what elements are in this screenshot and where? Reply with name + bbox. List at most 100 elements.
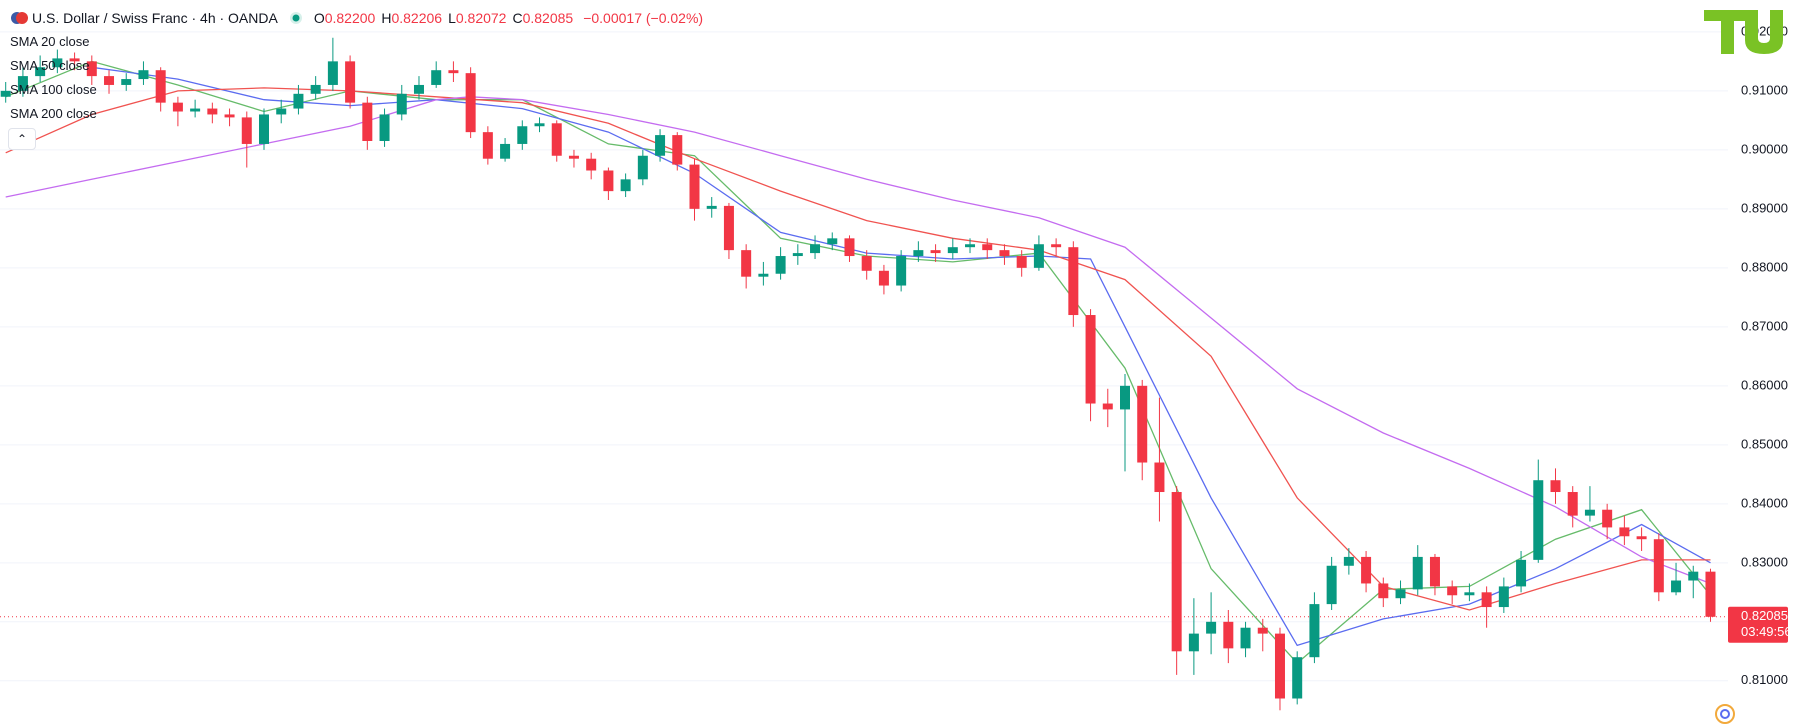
symbol-title: U.S. Dollar / Swiss Franc · 4h · OANDA [32, 10, 278, 26]
last-price-label: 0.82085 [1741, 608, 1788, 623]
status-dot [289, 12, 302, 24]
y-tick-label: 0.85000 [1741, 436, 1788, 451]
candle-body [1292, 657, 1303, 699]
logo-shape [1745, 10, 1783, 54]
ohlc-value: 0.82072 [455, 10, 507, 26]
candle-body [1206, 621, 1217, 634]
candle-body [1361, 556, 1372, 584]
y-tick-label: 0.84000 [1741, 495, 1788, 510]
candle-body [982, 244, 993, 251]
candle-body [138, 70, 149, 80]
sma-lines [5, 60, 1712, 665]
candle-body [345, 61, 356, 103]
candle-body [1188, 633, 1199, 652]
candle-body [1154, 462, 1165, 493]
candle-body [1447, 586, 1458, 596]
candle-body [1602, 509, 1613, 528]
candle-body [1653, 539, 1664, 593]
candle-body [723, 205, 734, 251]
candle-body [121, 79, 132, 85]
candle-body [1671, 580, 1682, 593]
candle-body [396, 93, 407, 115]
legend-label: SMA 20 close [10, 34, 90, 49]
candle-body [861, 256, 872, 271]
candle-body [827, 238, 838, 245]
candle-body [1378, 583, 1389, 599]
candle-body [1051, 244, 1062, 248]
y-tick-label: 0.90000 [1741, 141, 1788, 156]
legend-item: SMA 50 close [10, 58, 97, 82]
candle-body [379, 114, 390, 141]
ohlc-key: O [313, 10, 325, 26]
candle-body [448, 70, 459, 74]
candle-body [482, 132, 493, 159]
candle-body [637, 155, 648, 180]
candle-body [17, 76, 28, 91]
candle-body [1705, 571, 1716, 617]
candle-body [517, 126, 528, 144]
y-tick-label: 0.89000 [1741, 200, 1788, 215]
legend-label: SMA 50 close [10, 58, 90, 73]
candle-body [1550, 480, 1561, 493]
candle-body [207, 108, 218, 115]
collapse-button[interactable]: ⌃ [8, 128, 36, 150]
candle-body [792, 253, 803, 257]
grid [0, 31, 1728, 682]
candle-body [1619, 527, 1630, 537]
y-tick-label: 0.88000 [1741, 259, 1788, 274]
candle-body [259, 114, 269, 144]
candle-body [878, 270, 889, 286]
candle-body [1033, 244, 1044, 268]
sma-line [5, 60, 1712, 665]
candle-body [947, 247, 958, 254]
y-tick-label: 0.83000 [1741, 554, 1788, 569]
candle-body [1240, 627, 1251, 649]
ohlc-value: 0.82200 [324, 10, 376, 26]
candle-body [190, 108, 201, 112]
candle-body [413, 84, 424, 94]
settings-icon[interactable] [1715, 704, 1735, 724]
candle-body [1584, 509, 1595, 516]
logo [1704, 10, 1783, 54]
candle-body [1412, 556, 1423, 590]
candle-body [775, 256, 786, 274]
logo-shape [1721, 10, 1734, 54]
price-axis: 0.810000.820000.830000.840000.850000.860… [1728, 23, 1792, 687]
candle-body [655, 135, 666, 156]
y-tick-label: 0.87000 [1741, 318, 1788, 333]
candle-body [758, 273, 769, 277]
flag-icon [11, 12, 28, 24]
icon[interactable] [1715, 704, 1735, 724]
candle-body [689, 164, 700, 209]
candle-body [913, 250, 924, 257]
candle-body [465, 73, 476, 133]
legend: SMA 20 close SMA 50 close SMA 100 close SMA… [10, 34, 97, 130]
ohlc-value: 0.82085 [522, 10, 574, 26]
candle-body [35, 67, 46, 77]
candle-body [586, 158, 597, 171]
countdown: 03:49:56 [1741, 624, 1792, 639]
ohlc-key: C [512, 10, 523, 26]
candle-body [1498, 586, 1509, 608]
candle-body [1533, 480, 1544, 560]
candle-body [500, 143, 511, 159]
legend-item: SMA 20 close [10, 34, 97, 58]
candle-body [1516, 559, 1527, 587]
sma-line [5, 87, 1711, 611]
candle-body [1016, 256, 1027, 268]
candle-body [224, 114, 235, 118]
candle-body [1120, 385, 1130, 410]
candle-body [672, 135, 683, 165]
candle-body [1567, 492, 1578, 516]
ohlc-key: H [381, 10, 392, 26]
candle-body [431, 70, 442, 85]
candle-body [810, 244, 821, 254]
candle-body [1068, 247, 1079, 316]
candle-body [241, 117, 252, 144]
candle-body [1326, 565, 1337, 605]
candle-body [1102, 403, 1113, 410]
candle-body [741, 250, 752, 277]
header: U.S. Dollar / Swiss Franc · 4h · OANDA O… [10, 9, 709, 27]
